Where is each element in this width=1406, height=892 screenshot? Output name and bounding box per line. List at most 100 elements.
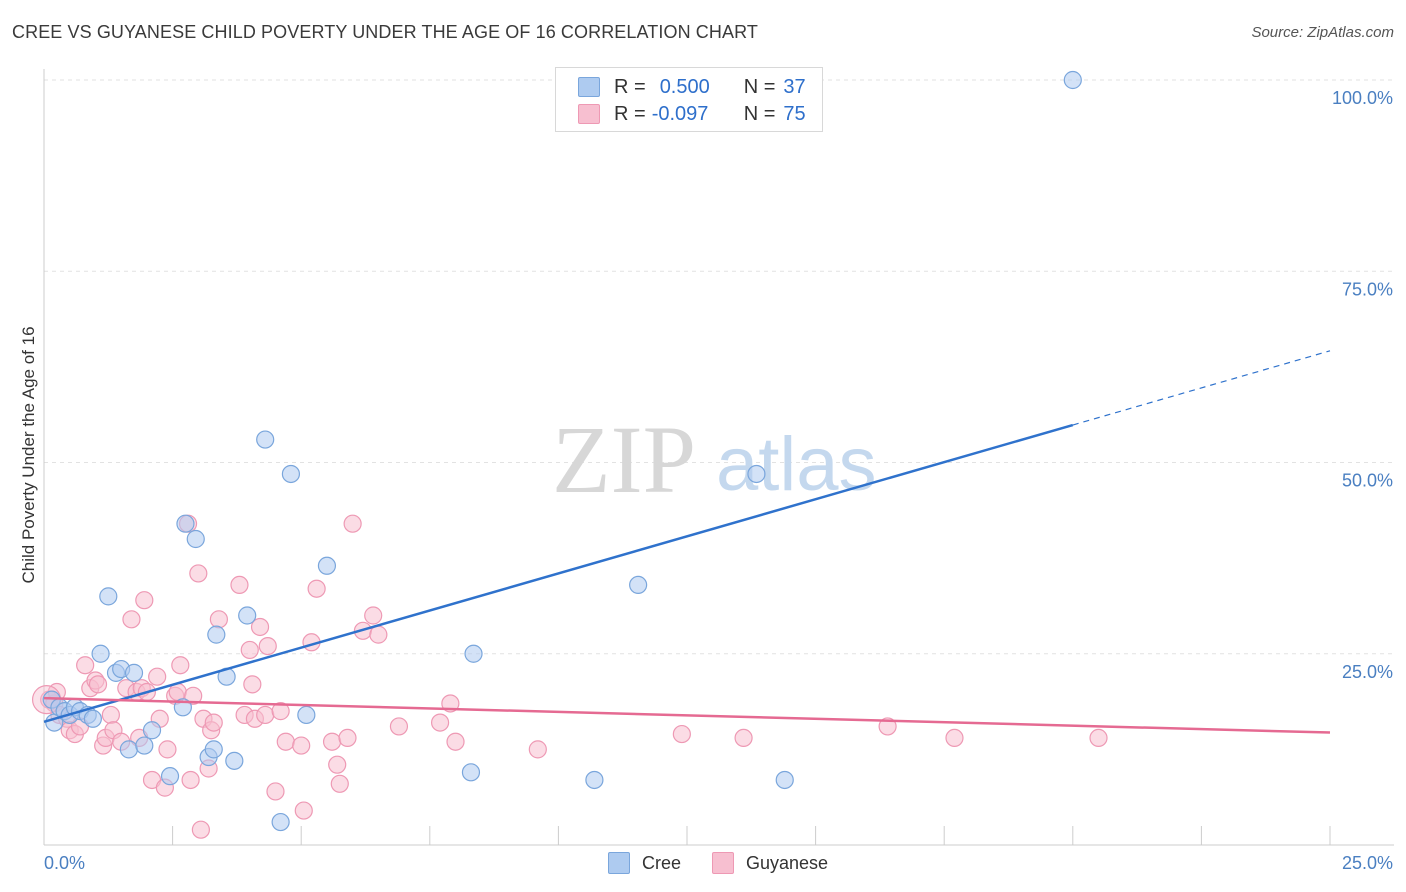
guyanese-point [209, 610, 228, 629]
cree-point [256, 430, 275, 449]
x-ticks [172, 826, 1331, 845]
guyanese-legend-label: Guyanese [746, 852, 829, 873]
guyanese-point [343, 514, 362, 533]
legend-item-cree[interactable]: Cree [608, 852, 681, 874]
axes [43, 69, 1394, 846]
cree-r-value: 0.500 [659, 75, 710, 98]
guyanese-point [338, 728, 357, 748]
y-axis-label: Child Poverty Under the Age of 16 [19, 326, 38, 583]
cree-trend-line [43, 423, 1074, 724]
trend-lines [43, 350, 1331, 734]
guyanese-point [250, 617, 270, 637]
cree-point [461, 763, 481, 782]
guyanese-points [31, 514, 1108, 839]
gridlines [44, 79, 1394, 655]
guyanese-n-value: 75 [783, 102, 806, 125]
cree-point [271, 812, 290, 832]
r-label: R = [614, 75, 646, 98]
y-tick-labels: 100.0% 75.0% 50.0% 25.0% [1332, 88, 1393, 682]
n-label: N = [743, 102, 776, 125]
guyanese-r-value: -0.097 [651, 102, 709, 125]
r-label: R = [614, 102, 646, 125]
guyanese-point [101, 705, 120, 725]
guyanese-point [181, 770, 200, 790]
cree-point [297, 705, 316, 725]
guyanese-point [330, 774, 349, 793]
guyanese-point [256, 705, 275, 725]
cree-point [142, 721, 162, 740]
cree-n-value: 37 [783, 75, 806, 98]
cree-point [585, 770, 604, 790]
guyanese-point [171, 656, 190, 675]
cree-point [1063, 70, 1082, 90]
guyanese-point [258, 636, 277, 656]
guyanese-point [430, 713, 450, 732]
legend-row-guyanese: R = -0.097 N = 75 [578, 102, 806, 126]
guyanese-point [230, 575, 249, 595]
cree-trend-extension [1072, 350, 1331, 426]
chart-title: CREE VS GUYANESE CHILD POVERTY UNDER THE… [12, 22, 758, 42]
y-tick-label-100: 100.0% [1332, 88, 1393, 108]
cree-swatch [578, 77, 600, 97]
guyanese-point [446, 732, 465, 751]
y-tick-label-25: 25.0% [1342, 662, 1393, 682]
cree-point [160, 767, 180, 786]
guyanese-point [276, 732, 295, 751]
stats-legend: R = 0.500 N = 37 R = -0.097 N = 75 [555, 67, 823, 132]
guyanese-point [189, 564, 208, 583]
x-tick-label-max: 25.0% [1342, 853, 1393, 873]
guyanese-point [322, 732, 342, 751]
cree-point [99, 587, 118, 606]
cree-point [464, 644, 483, 663]
guyanese-point [135, 591, 154, 610]
guyanese-point [328, 755, 347, 774]
guyanese-point [76, 656, 95, 675]
n-label: N = [743, 75, 776, 98]
guyanese-point [389, 717, 409, 736]
cree-point [83, 709, 102, 728]
guyanese-point [271, 702, 290, 721]
cree-legend-swatch [608, 852, 630, 874]
cree-point [176, 514, 195, 533]
cree-point [238, 606, 257, 625]
cree-point [91, 644, 110, 663]
watermark-zip: ZIP [552, 406, 696, 513]
guyanese-point [734, 728, 753, 748]
guyanese-point [184, 686, 203, 705]
chart-source: Source: ZipAtlas.com [1251, 24, 1394, 41]
cree-point [186, 529, 205, 549]
guyanese-point [266, 782, 285, 801]
watermark-atlas: atlas [716, 422, 877, 507]
guyanese-trend-line [43, 696, 1331, 734]
guyanese-point [88, 675, 108, 694]
guyanese-point [191, 820, 210, 839]
guyanese-point [243, 675, 262, 694]
cree-legend-label: Cree [642, 852, 682, 873]
cree-point [119, 740, 138, 759]
guyanese-legend-swatch [712, 852, 734, 874]
guyanese-point [878, 717, 897, 736]
guyanese-point [122, 610, 141, 629]
cree-point [629, 575, 648, 595]
cree-point [747, 464, 766, 484]
guyanese-point [307, 579, 326, 598]
guyanese-swatch [578, 104, 600, 124]
guyanese-point [369, 625, 388, 644]
guyanese-point [204, 713, 223, 732]
y-tick-label-50: 50.0% [1342, 471, 1393, 491]
cree-point [281, 464, 301, 484]
series-legend: Cree Guyanese [0, 852, 1406, 878]
cree-point [207, 625, 226, 644]
guyanese-point [158, 740, 177, 759]
guyanese-point [240, 640, 259, 660]
cree-point [225, 751, 244, 770]
legend-item-guyanese[interactable]: Guyanese [712, 852, 828, 874]
cree-point [135, 736, 154, 755]
cree-point [204, 740, 223, 759]
x-tick-label-min: 0.0% [44, 853, 85, 873]
cree-point [124, 663, 144, 682]
guyanese-point [945, 728, 964, 748]
cree-point [775, 770, 794, 790]
guyanese-point [364, 606, 383, 625]
